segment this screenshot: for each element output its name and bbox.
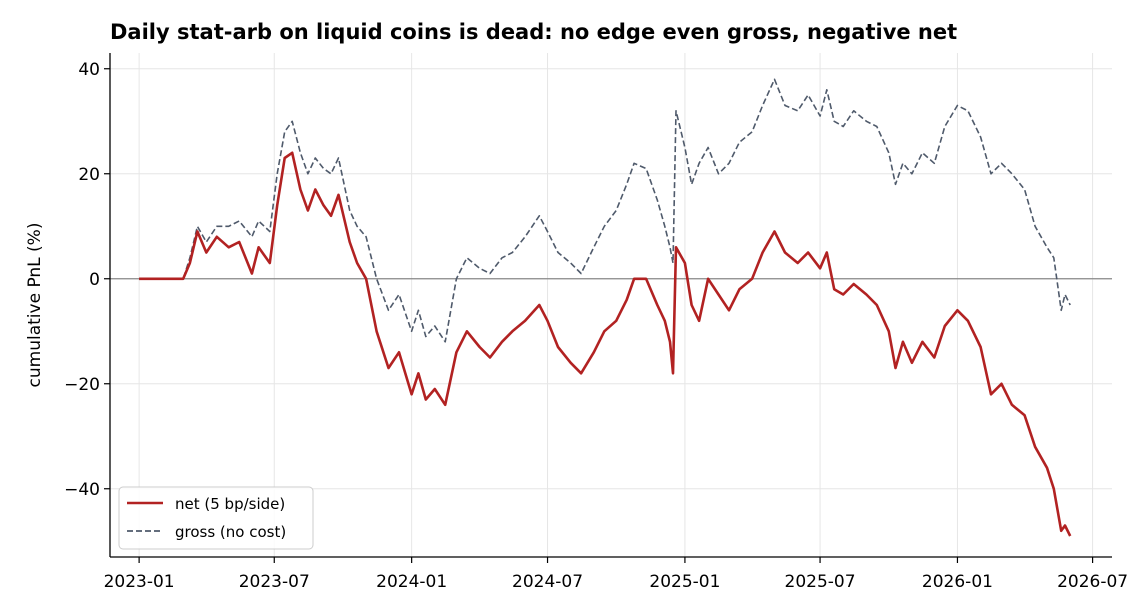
x-tick-label: 2024-07 [512,572,583,592]
x-tick-label: 2025-01 [649,572,720,592]
y-tick-label: −20 [64,375,100,395]
y-axis-label: cumulative PnL (%) [25,223,45,388]
legend-box [118,486,314,550]
grid [110,53,1112,557]
x-tick-label: 2026-01 [922,572,993,592]
x-tick-label: 2025-07 [785,572,856,592]
y-ticks: 40 20 0 −20 −40 [64,60,110,500]
legend: net (5 bp/side) gross (no cost) [118,486,314,550]
legend-gross-label: gross (no cost) [175,523,286,541]
legend-net-label: net (5 bp/side) [175,495,285,513]
chart-title: Daily stat-arb on liquid coins is dead: … [110,20,957,44]
y-tick-label: 0 [89,270,100,290]
x-tick-label: 2023-07 [239,572,310,592]
series-layer [139,78,1072,537]
x-tick-label: 2024-01 [376,572,447,592]
x-ticks: 2023-01 2023-07 2024-01 2024-07 2025-01 2025-… [104,557,1128,592]
x-tick-label: 2023-01 [104,572,175,592]
x-tick-label: 2026-07 [1057,572,1128,592]
y-tick-label: −40 [64,480,100,500]
net-series-line [139,151,1072,537]
y-tick-label: 20 [78,165,100,185]
y-tick-label: 40 [78,60,100,80]
gross-series-line [139,78,1071,343]
